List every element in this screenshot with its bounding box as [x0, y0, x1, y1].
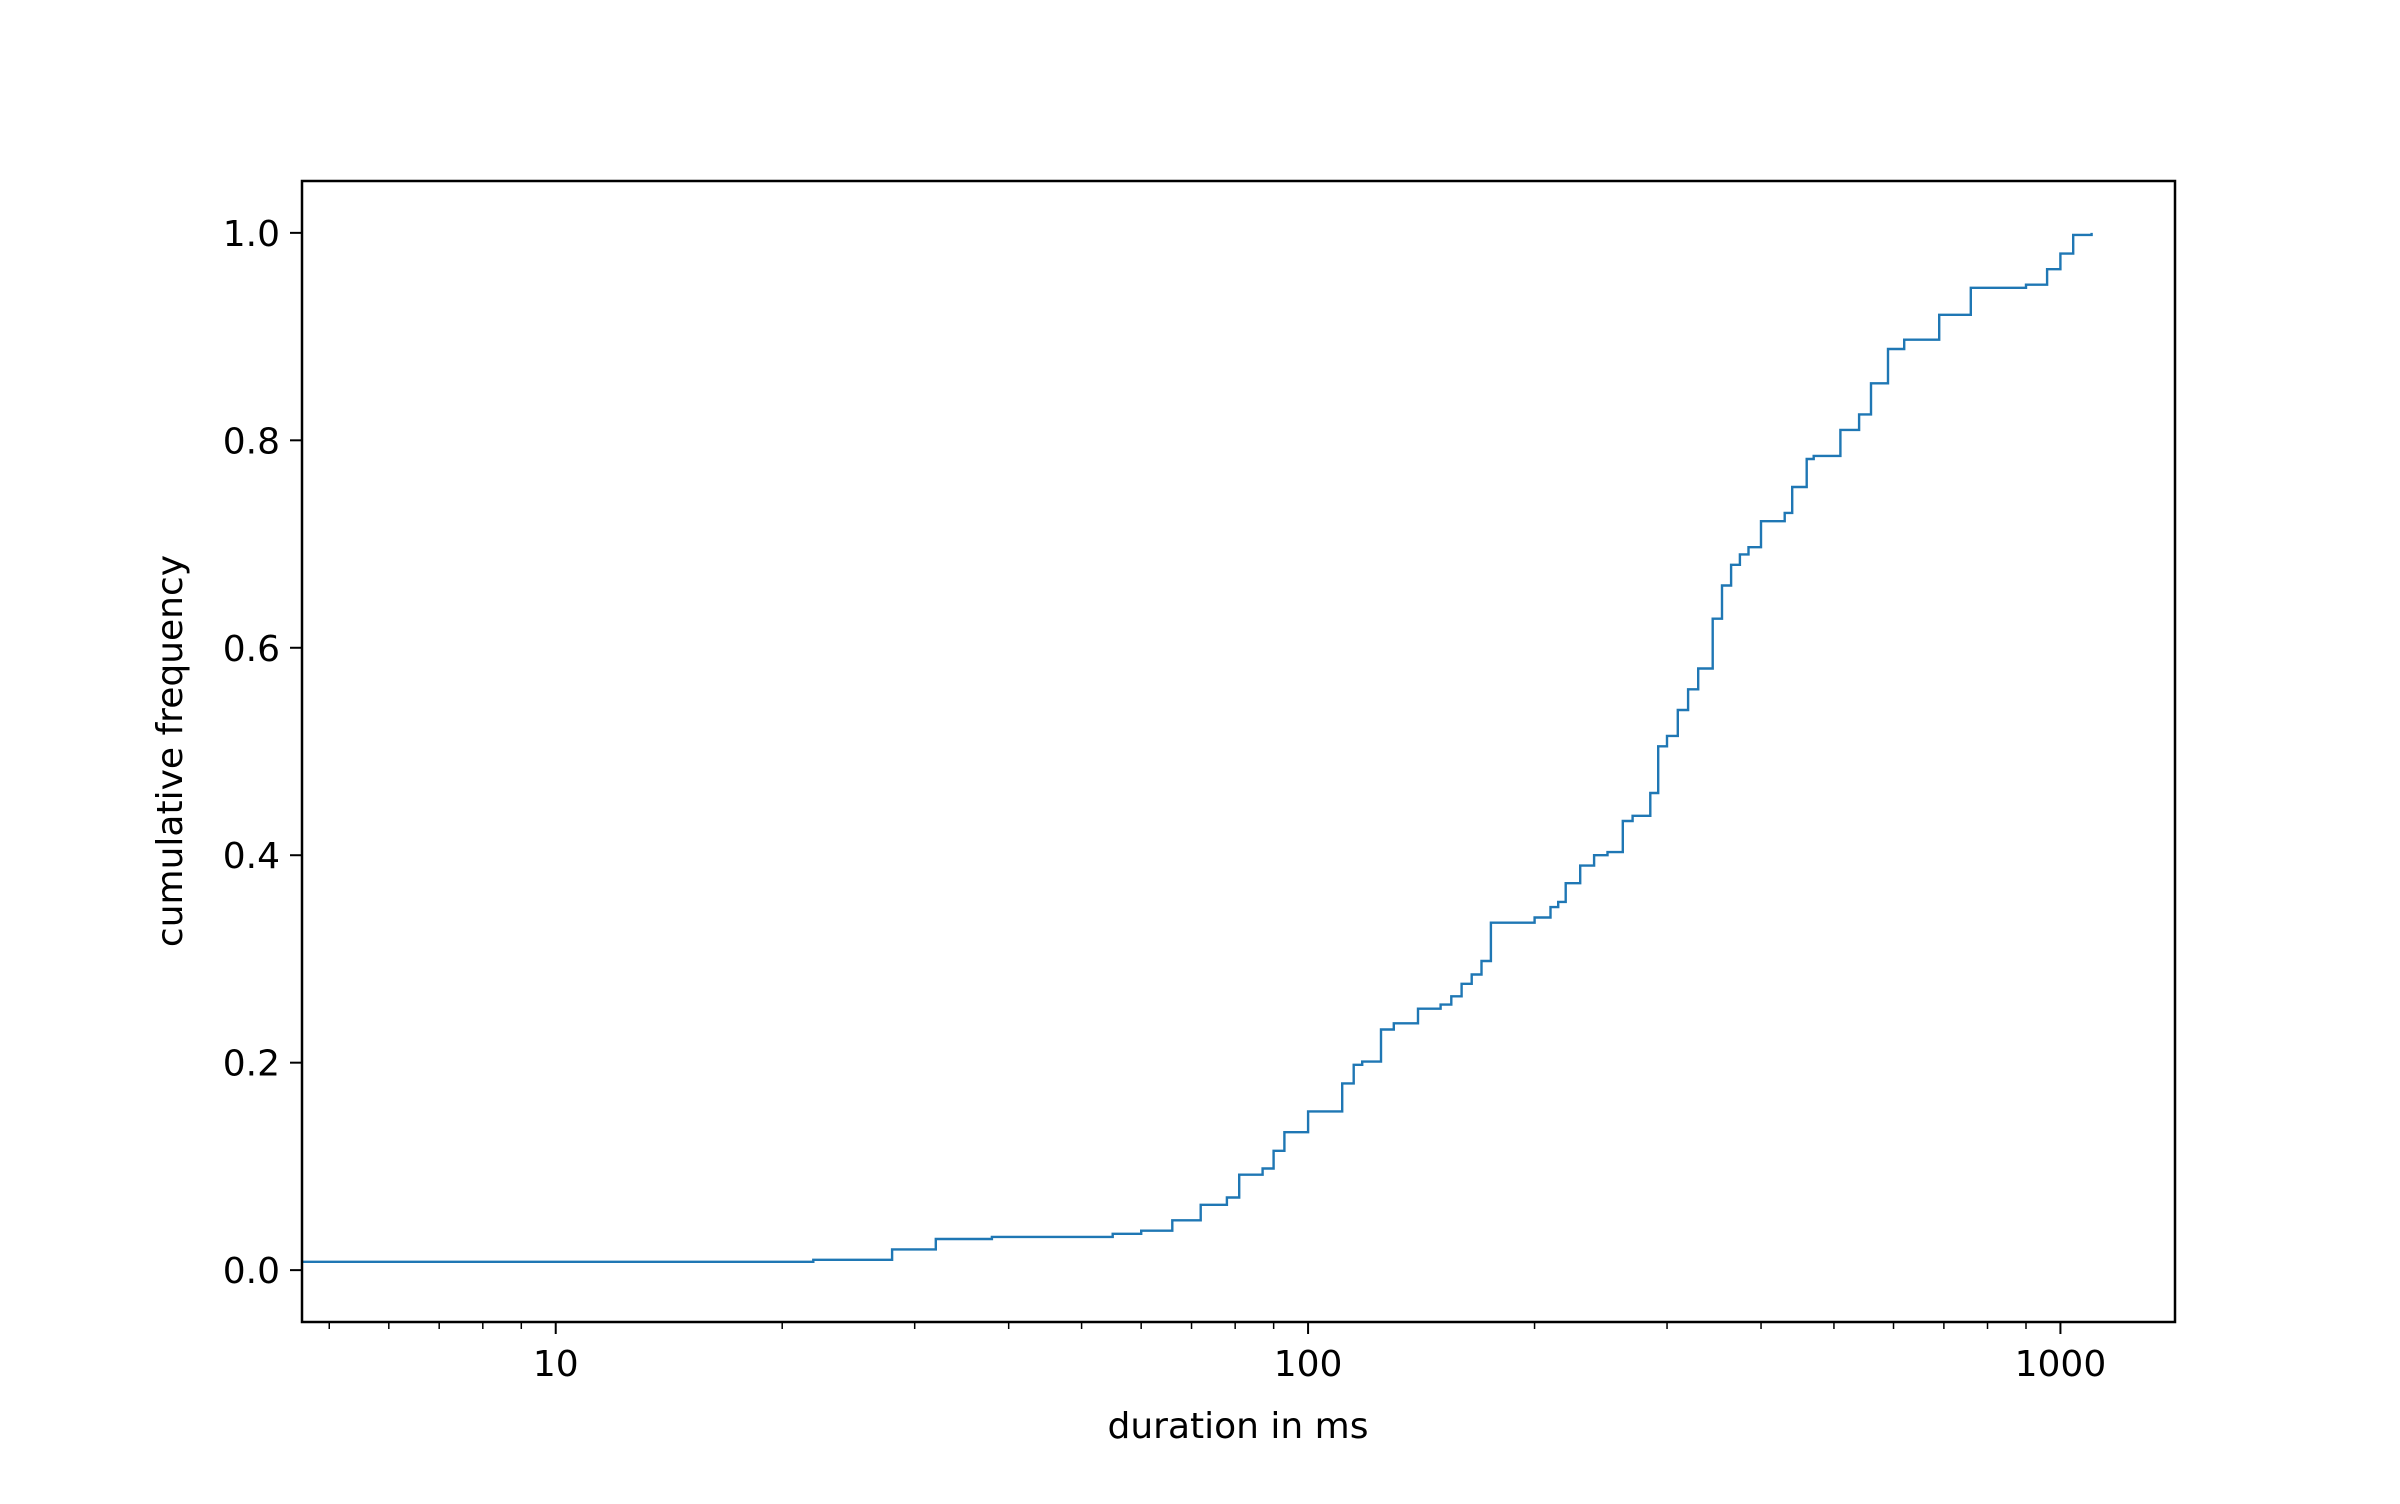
x-tick-label: 1000 — [2015, 1344, 2107, 1385]
y-axis-ticks: 0.0 0.2 0.4 0.6 0.8 1.0 — [223, 214, 302, 1292]
x-axis-ticks: 10 100 1000 — [533, 1322, 2106, 1385]
x-axis-label: duration in ms — [1107, 1406, 1368, 1447]
y-tick-label: 0.6 — [223, 629, 280, 670]
y-tick-label: 0.4 — [223, 836, 280, 877]
y-tick-label: 0.2 — [223, 1044, 280, 1085]
x-tick-label: 100 — [1274, 1344, 1343, 1385]
y-tick-label: 0.0 — [223, 1251, 280, 1292]
cdf-series-line — [302, 232, 2093, 1263]
y-tick-label: 0.8 — [223, 421, 280, 462]
y-axis-label: cumulative frequency — [150, 555, 191, 947]
x-tick-label: 10 — [533, 1344, 579, 1385]
plot-area-frame — [300, 179, 2177, 1324]
y-tick-label: 1.0 — [223, 214, 280, 255]
